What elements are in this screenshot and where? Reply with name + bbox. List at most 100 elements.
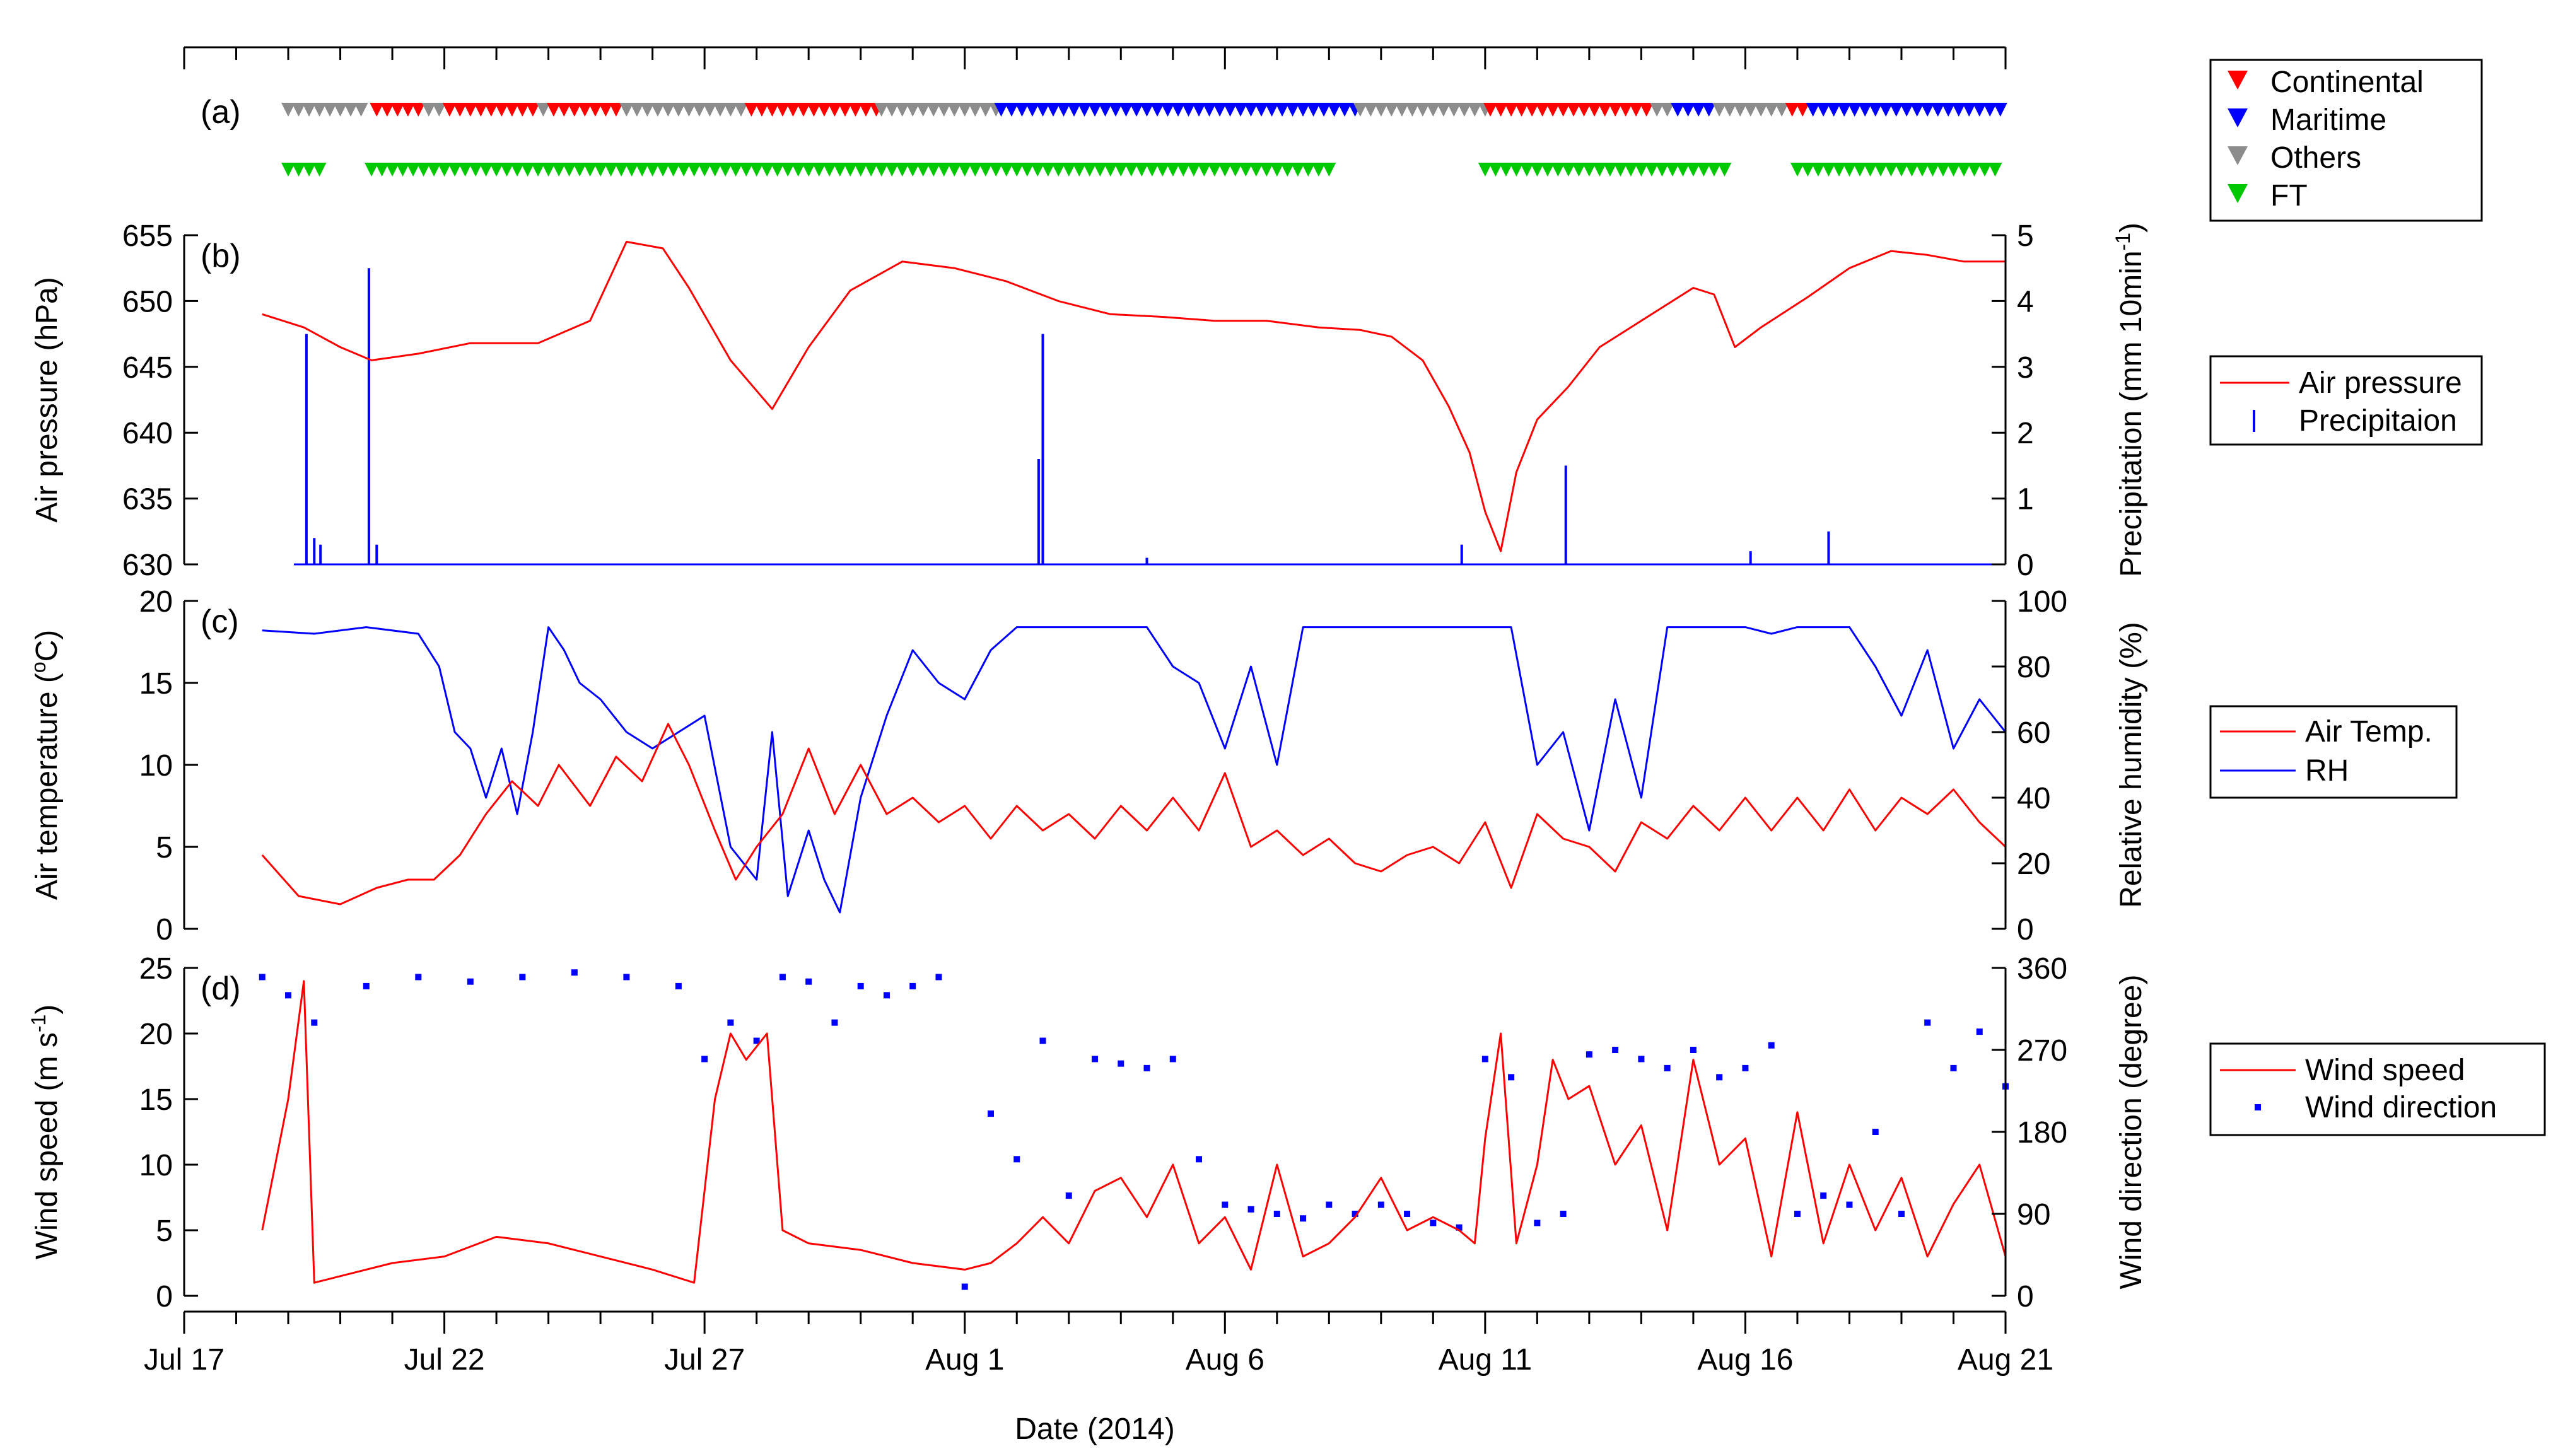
ft-marker	[677, 163, 691, 177]
ft-marker	[1707, 163, 1721, 177]
legend-swatch-wind-direction	[2255, 1104, 2261, 1110]
air-mass-marker-maritime	[1847, 103, 1862, 117]
ft-marker	[1072, 163, 1087, 177]
wind-direction-point	[415, 974, 422, 981]
air-mass-marker-others	[733, 103, 748, 117]
air-mass-marker-continental	[400, 103, 415, 117]
ft-marker	[1946, 163, 1961, 177]
panel-b-right-tick-label: 0	[2017, 549, 2034, 582]
wind-direction-point	[1950, 1064, 1957, 1071]
air-mass-markers	[281, 103, 2007, 117]
air-mass-marker-maritime	[1254, 103, 1269, 117]
wind-speed-axis-label-end: )	[30, 1005, 64, 1015]
air-mass-marker-maritime	[1910, 103, 1924, 117]
ft-marker	[1498, 163, 1513, 177]
ft-marker	[1811, 163, 1825, 177]
air-mass-marker-continental	[494, 103, 509, 117]
air-mass-marker-maritime	[1702, 103, 1716, 117]
legend-label-wind-speed: Wind speed	[2305, 1054, 2465, 1087]
air-mass-marker-others	[1394, 103, 1409, 117]
ft-marker	[1135, 163, 1149, 177]
air-mass-marker-others	[1754, 103, 1768, 117]
air-mass-marker-maritime	[1181, 103, 1196, 117]
legend-temperature: Air Temp. RH	[2209, 705, 2458, 799]
air-mass-marker-others	[344, 103, 358, 117]
ft-marker	[853, 163, 868, 177]
panel-d-left-tick-label: 10	[139, 1149, 173, 1182]
temp-axis-label-main: Air temperature (	[30, 673, 64, 900]
legend-air-mass-box	[2209, 59, 2483, 222]
air-mass-marker-others	[432, 103, 447, 117]
wind-direction-point	[1430, 1220, 1437, 1226]
panel-b-right-tick-label: 2	[2017, 417, 2034, 450]
legend-wind-box	[2209, 1042, 2546, 1136]
air-mass-marker-others	[281, 103, 296, 117]
legend-label-air-temp: Air Temp.	[2305, 715, 2432, 748]
air-mass-marker-others	[671, 103, 686, 117]
air-mass-marker-maritime	[1972, 103, 1987, 117]
air-mass-marker-others	[895, 103, 909, 117]
ft-marker	[812, 163, 826, 177]
panel-c: 0 5 10 15 20 0 20 40 60 80 100 (c) Air temperature…	[27, 585, 2148, 946]
air-mass-marker-maritime	[1056, 103, 1071, 117]
legend-marker-others	[2228, 146, 2248, 165]
ft-marker	[770, 163, 785, 177]
panel-a-ticks	[183, 47, 2007, 69]
air-mass-marker-others	[323, 103, 337, 117]
ft-marker	[1165, 163, 1180, 177]
wind-direction-point	[467, 978, 474, 985]
air-mass-marker-maritime	[1691, 103, 1706, 117]
ft-marker	[395, 163, 410, 177]
ft-marker	[1790, 163, 1804, 177]
air-mass-marker-continental	[807, 103, 821, 117]
ft-marker	[749, 163, 764, 177]
panel-c-right-tick-label: 20	[2017, 847, 2050, 881]
wind-direction-point	[1377, 1201, 1384, 1208]
ft-marker	[1010, 163, 1024, 177]
panel-b-left-tick-label: 635	[122, 483, 173, 516]
ft-marker	[968, 163, 983, 177]
air-mass-marker-maritime	[1140, 103, 1154, 117]
ft-marker	[1697, 163, 1711, 177]
temp-axis-label-end: C)	[30, 630, 64, 662]
wind-direction-point	[961, 1283, 968, 1290]
wind-direction-point	[753, 1037, 760, 1044]
air-mass-marker-maritime	[1213, 103, 1227, 117]
air-mass-marker-maritime	[1806, 103, 1820, 117]
panel-d-right-tick-label: 0	[2017, 1280, 2034, 1313]
ft-marker	[989, 163, 1003, 177]
air-mass-marker-maritime	[1025, 103, 1039, 117]
ft-marker	[312, 163, 327, 177]
ft-marker	[906, 163, 920, 177]
wind-direction-point	[935, 974, 942, 981]
ft-marker	[479, 163, 493, 177]
wind-direction-point	[1794, 1211, 1801, 1217]
ft-marker	[458, 163, 472, 177]
wind-direction-point	[1118, 1060, 1124, 1067]
ft-marker	[624, 163, 639, 177]
air-mass-marker-continental	[453, 103, 467, 117]
ft-marker	[1717, 163, 1732, 177]
air-mass-marker-continental	[775, 103, 790, 117]
panel-d-left-tick-label: 15	[139, 1083, 173, 1117]
legend-label-ft: FT	[2270, 179, 2308, 213]
wind-direction-point	[701, 1056, 708, 1063]
ft-marker	[843, 163, 858, 177]
ft-marker	[1020, 163, 1034, 177]
wind-direction-point	[1456, 1224, 1463, 1231]
wind-direction-point	[363, 982, 370, 989]
ft-marker	[1863, 163, 1878, 177]
air-mass-marker-maritime	[1671, 103, 1685, 117]
legend-wind: Wind speed Wind direction	[2209, 1042, 2546, 1136]
air-mass-marker-maritime	[1879, 103, 1893, 117]
ft-marker	[520, 163, 535, 177]
wind-direction-point	[1638, 1056, 1645, 1063]
air-mass-marker-others	[1374, 103, 1388, 117]
ft-marker	[781, 163, 795, 177]
air-mass-marker-continental	[463, 103, 477, 117]
ft-marker	[957, 163, 972, 177]
ft-marker	[1041, 163, 1055, 177]
wind-direction-point	[805, 978, 812, 985]
air-mass-marker-others	[1447, 103, 1461, 117]
air-mass-marker-continental	[1618, 103, 1633, 117]
